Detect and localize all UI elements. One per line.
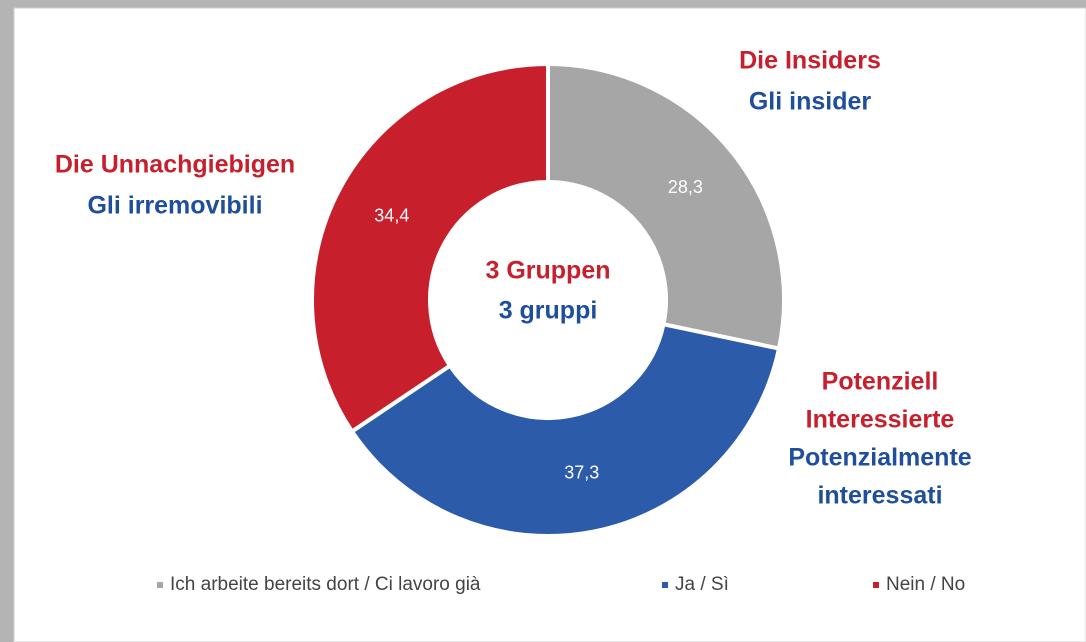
group-label: Die Insiders xyxy=(739,47,881,75)
group-label: interessati xyxy=(817,482,942,510)
group-label: Gli insider xyxy=(749,88,872,116)
donut-slice xyxy=(310,61,550,435)
group-label: Die Unnachgiebigen xyxy=(55,151,295,179)
group-label: Interessierte xyxy=(806,406,955,434)
center-label: 3 Gruppen xyxy=(485,257,610,285)
legend-swatch xyxy=(662,582,668,588)
legend-label: Ich arbeite bereits dort / Ci lavoro già xyxy=(170,574,481,595)
value-label: 34,4 xyxy=(374,205,409,225)
legend-label: Ja / Sì xyxy=(675,574,729,595)
legend-label: Nein / No xyxy=(886,574,965,595)
value-label: 37,3 xyxy=(564,463,599,483)
group-label: Gli irremovibili xyxy=(87,192,262,220)
center-label: 3 gruppi xyxy=(499,297,598,325)
donut-slice xyxy=(349,321,782,538)
group-label: Potenziell xyxy=(822,368,939,396)
legend-swatch xyxy=(157,582,163,588)
group-label: Potenzialmente xyxy=(788,444,971,472)
value-label: 28,3 xyxy=(668,177,703,197)
donut-slice xyxy=(546,61,786,351)
legend-swatch xyxy=(873,582,879,588)
